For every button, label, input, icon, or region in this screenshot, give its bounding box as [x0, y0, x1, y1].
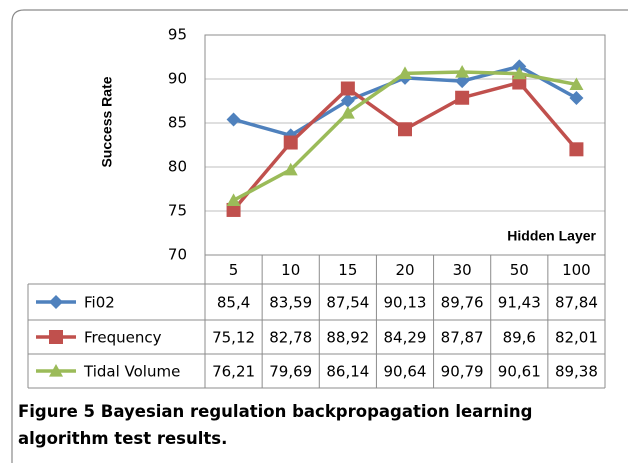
marker	[226, 193, 241, 206]
x-axis-title: Hidden Layer	[507, 228, 596, 244]
marker	[569, 77, 584, 91]
table-value: 86,14	[326, 363, 369, 381]
table-value: 90,61	[498, 363, 541, 381]
table-value: 87,87	[441, 329, 484, 347]
x-tick-label: 30	[453, 261, 472, 279]
table-value: 75,12	[212, 329, 255, 347]
caption-box: Figure 5 Bayesian regulation backpropaga…	[18, 398, 618, 452]
marker	[340, 93, 355, 108]
table-value: 84,29	[384, 329, 427, 347]
legend-marker	[49, 330, 63, 344]
frame	[11, 9, 628, 463]
marker	[455, 90, 470, 105]
marker	[512, 66, 527, 80]
table-value: 82,78	[269, 329, 312, 347]
marker	[398, 66, 412, 79]
legend-marker	[49, 295, 63, 309]
legend-label: Fi02	[84, 294, 115, 312]
table-value: 87,84	[555, 294, 598, 312]
table-value: 83,59	[269, 294, 312, 312]
table-value: 91,43	[498, 294, 541, 312]
x-tick-label: 50	[510, 261, 529, 279]
legend-label: Tidal Volume	[83, 363, 180, 381]
y-tick-label: 90	[168, 70, 187, 88]
marker	[569, 142, 584, 157]
marker	[340, 81, 355, 96]
table-value: 90,64	[384, 363, 427, 381]
x-tick-label: 100	[562, 261, 591, 279]
table-value: 88,92	[326, 329, 369, 347]
marker	[455, 65, 470, 78]
caption: Figure 5 Bayesian regulation backpropaga…	[18, 398, 618, 452]
legend-label: Frequency	[84, 329, 162, 347]
x-tick-label: 15	[338, 261, 357, 279]
y-tick-label: 95	[168, 26, 187, 44]
marker	[283, 135, 298, 150]
marker	[569, 91, 584, 106]
y-tick-label: 70	[168, 246, 187, 264]
marker	[340, 105, 355, 119]
table-value: 90,13	[384, 294, 427, 312]
marker	[283, 162, 298, 176]
marker	[226, 112, 241, 127]
table-value: 76,21	[212, 363, 255, 381]
x-tick-label: 20	[395, 261, 414, 279]
caption-text: Bayesian regulation backpropagation lear…	[18, 402, 533, 448]
y-tick-label: 85	[168, 114, 187, 132]
table-value: 89,6	[503, 329, 536, 347]
x-tick-label: 10	[281, 261, 300, 279]
caption-label: Figure 5	[18, 402, 96, 421]
table-value: 90,79	[441, 363, 484, 381]
y-tick-label: 75	[168, 202, 187, 220]
legend-marker	[49, 364, 63, 377]
table-value: 79,69	[269, 363, 312, 381]
marker	[512, 59, 527, 74]
marker	[226, 202, 241, 217]
table-value: 85,4	[217, 294, 250, 312]
y-tick-label: 80	[168, 158, 187, 176]
table-value: 89,38	[555, 363, 598, 381]
table-value: 82,01	[555, 329, 598, 347]
table-value: 89,76	[441, 294, 484, 312]
table-value: 87,54	[326, 294, 369, 312]
marker	[398, 122, 412, 137]
x-tick-label: 5	[229, 261, 239, 279]
y-axis-title: Success Rate	[99, 76, 115, 167]
